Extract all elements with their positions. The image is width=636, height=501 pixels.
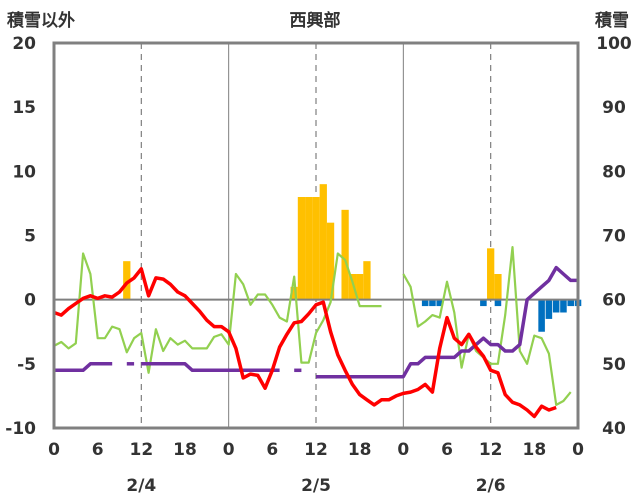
right-tick-label: 90 <box>602 98 626 118</box>
left-tick-label: -5 <box>17 355 36 375</box>
x-tick-label: 0 <box>48 440 60 460</box>
snow-depth-line <box>316 265 578 379</box>
right-tick-label: 60 <box>602 291 626 311</box>
plot-frame <box>52 41 580 430</box>
precipitation-bar <box>312 197 320 300</box>
snow-change-bar <box>552 299 560 313</box>
snow-change-bar <box>560 299 567 313</box>
precipitation-bar <box>326 222 335 300</box>
snow-change-bar <box>436 299 443 307</box>
x-tick-label: 18 <box>348 440 372 460</box>
x-tick-label: 18 <box>173 440 197 460</box>
left-tick-label: -10 <box>5 419 36 439</box>
left-tick-label: 5 <box>24 227 36 247</box>
chart-title: 西興部 <box>290 10 341 31</box>
x-tick-label: 0 <box>397 440 409 460</box>
temperature-line <box>53 267 557 419</box>
left-tick-label: 10 <box>12 162 36 182</box>
date-label: 2/4 <box>126 476 156 496</box>
precipitation-bar <box>290 286 298 300</box>
snow-change-bar <box>494 299 502 307</box>
precipitation-bar <box>319 184 327 300</box>
date-label: 2/5 <box>301 476 331 496</box>
left-tick-label: 0 <box>24 291 36 311</box>
x-tick-label: 18 <box>522 440 546 460</box>
precipitation-bar <box>305 197 313 300</box>
right-tick-label: 70 <box>602 227 626 247</box>
right-tick-label: 50 <box>602 355 626 375</box>
right-axis-title: 積雪 <box>595 10 629 31</box>
x-tick-label: 6 <box>92 440 104 460</box>
x-tick-label: 12 <box>304 440 328 460</box>
precipitation-bar <box>356 274 364 300</box>
x-tick-label: 12 <box>479 440 503 460</box>
precipitation-bar <box>348 274 357 300</box>
x-tick-label: 6 <box>266 440 278 460</box>
snow-depth-line <box>141 362 280 373</box>
x-tick-label: 0 <box>572 440 584 460</box>
right-tick-label: 40 <box>602 419 626 439</box>
snow-change-bar <box>545 299 553 319</box>
precipitation-bar <box>341 209 349 300</box>
snow-change-bar <box>429 299 436 307</box>
precipitation-bar <box>487 248 495 300</box>
precipitation-bar <box>363 261 371 300</box>
date-label: 2/6 <box>476 476 506 496</box>
right-tick-label: 100 <box>596 34 632 54</box>
x-tick-label: 12 <box>129 440 153 460</box>
wind-line <box>402 246 572 406</box>
precipitation-bar <box>494 274 502 300</box>
precipitation-bar <box>123 261 131 300</box>
left-axis-title: 積雪以外 <box>7 10 75 31</box>
right-tick-label: 80 <box>602 162 626 182</box>
snow-change-bar <box>421 299 429 307</box>
left-tick-label: 15 <box>12 98 36 118</box>
x-tick-label: 6 <box>441 440 453 460</box>
precipitation-bar <box>297 197 306 300</box>
series-lines <box>53 246 578 419</box>
left-tick-label: 20 <box>12 34 36 54</box>
snow-change-bar <box>567 299 574 307</box>
precipitation-bars <box>123 184 502 300</box>
snow-change-bar <box>480 299 487 307</box>
x-tick-label: 0 <box>223 440 235 460</box>
snow-depth-line <box>54 362 113 373</box>
snow-change-bar <box>538 299 545 332</box>
